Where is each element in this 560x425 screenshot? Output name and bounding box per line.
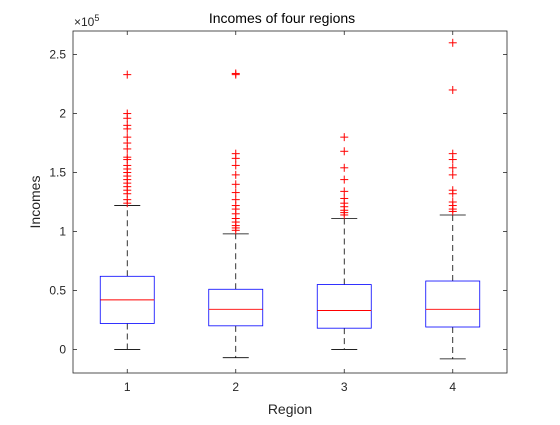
- outlier-marker: [123, 109, 132, 118]
- x-tick-label: 2: [232, 380, 239, 394]
- outlier-marker: [123, 133, 132, 142]
- outlier-marker: [123, 121, 132, 130]
- y-tick-label: 0: [59, 342, 66, 356]
- box-group-1: [99, 70, 155, 350]
- y-axis-ticks: 0 0.5 1 1.5 2 2.5: [49, 48, 507, 356]
- x-axis-ticks: 1 2 3 4: [124, 31, 456, 394]
- box-group-2: [208, 69, 264, 359]
- y-exponent-power: 5: [94, 13, 99, 23]
- outlier-marker: [231, 69, 240, 78]
- iqr-box: [425, 280, 481, 328]
- axes-box: [72, 30, 508, 374]
- boxes-layer: [99, 38, 481, 360]
- outlier-marker: [231, 149, 240, 158]
- outlier-marker: [448, 149, 457, 158]
- outlier-marker: [340, 133, 349, 142]
- y-exponent-base: ×10: [74, 15, 95, 29]
- outlier-marker: [231, 195, 240, 204]
- outlier-marker: [448, 85, 457, 94]
- outlier-marker: [448, 170, 457, 179]
- outlier-marker: [448, 38, 457, 47]
- x-axis-label: Region: [268, 401, 312, 417]
- outlier-marker: [340, 194, 349, 203]
- outlier-marker: [231, 180, 240, 189]
- x-tick-label: 1: [124, 380, 131, 394]
- x-tick-label: 3: [341, 380, 348, 394]
- iqr-box: [316, 284, 372, 329]
- iqr-box: [208, 288, 264, 327]
- y-axis-label: Incomes: [27, 176, 43, 229]
- y-tick-label: 2.5: [49, 48, 66, 62]
- y-tick-label: 1.5: [49, 166, 66, 180]
- outlier-marker: [340, 147, 349, 156]
- outlier-marker: [448, 186, 457, 195]
- outlier-marker: [231, 188, 240, 197]
- y-tick-label: 1: [59, 224, 66, 238]
- outlier-marker: [231, 161, 240, 170]
- box-group-4: [425, 38, 481, 360]
- outlier-marker: [123, 153, 132, 162]
- outlier-marker: [231, 170, 240, 179]
- y-tick-label: 2: [59, 107, 66, 121]
- outlier-marker: [340, 187, 349, 196]
- outlier-marker: [340, 175, 349, 184]
- outlier-marker: [448, 163, 457, 172]
- y-axis-exponent-label: ×105: [74, 13, 99, 29]
- plot-area: 0 0.5 1 1.5 2 2.5 1 2 3 4: [49, 30, 508, 394]
- y-tick-label: 0.5: [49, 283, 66, 297]
- outlier-marker: [448, 198, 457, 206]
- x-tick-label: 4: [449, 380, 456, 394]
- box-group-3: [316, 133, 372, 350]
- chart-title: Incomes of four regions: [209, 10, 355, 26]
- outlier-marker: [123, 70, 132, 79]
- outlier-marker: [340, 163, 349, 172]
